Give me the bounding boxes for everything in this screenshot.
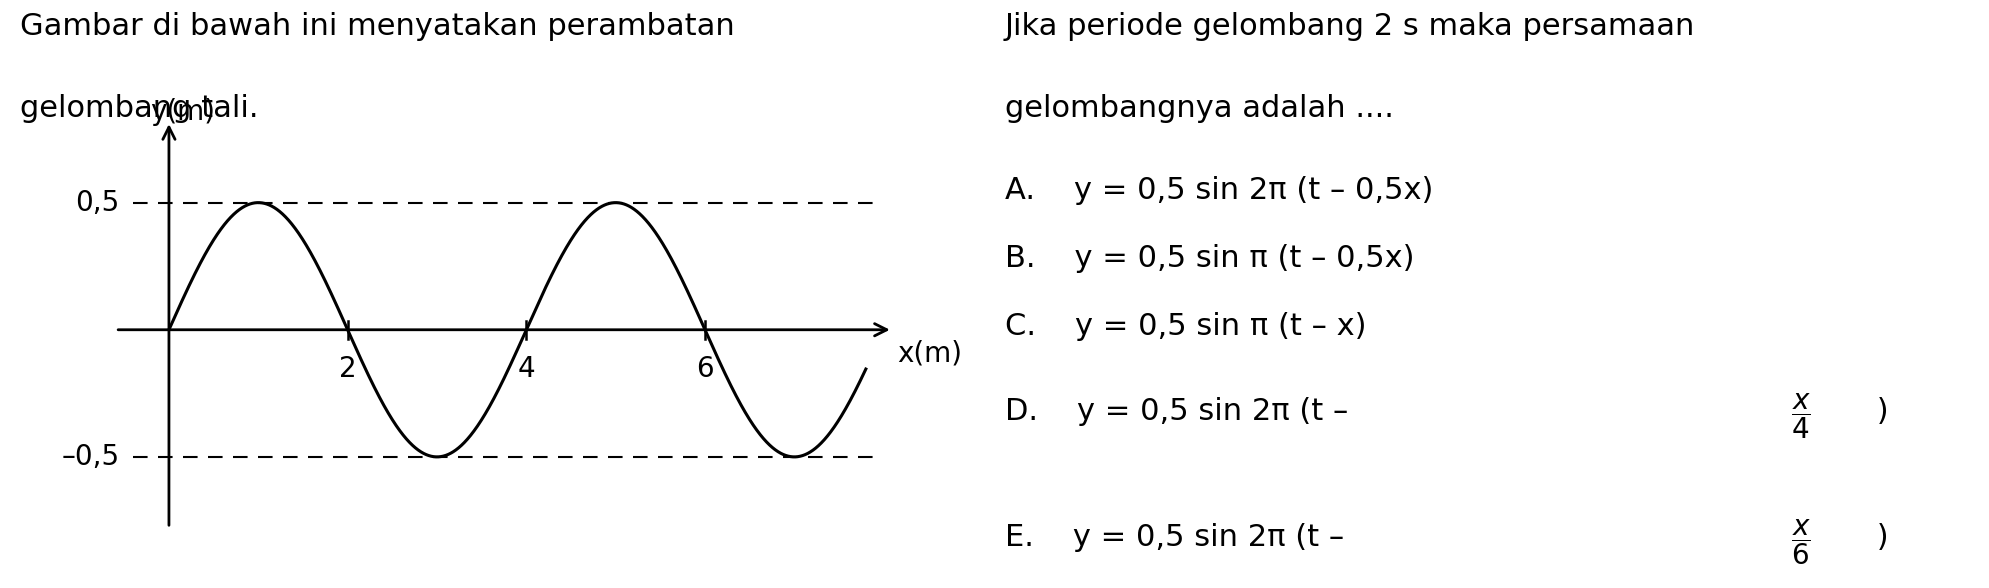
- Text: Gambar di bawah ini menyatakan perambatan: Gambar di bawah ini menyatakan perambata…: [20, 12, 734, 41]
- Text: 4: 4: [517, 355, 535, 383]
- Text: gelombang tali.: gelombang tali.: [20, 94, 259, 123]
- Text: C.    y = 0,5 sin π (t – x): C. y = 0,5 sin π (t – x): [1004, 312, 1366, 340]
- Text: x(m): x(m): [897, 340, 961, 368]
- Text: 2: 2: [338, 355, 356, 383]
- Text: A.    y = 0,5 sin 2π (t – 0,5x): A. y = 0,5 sin 2π (t – 0,5x): [1004, 176, 1432, 205]
- Text: gelombangnya adalah ....: gelombangnya adalah ....: [1004, 94, 1392, 123]
- Text: E.    y = 0,5 sin 2π (t –: E. y = 0,5 sin 2π (t –: [1004, 523, 1353, 552]
- Text: B.    y = 0,5 sin π (t – 0,5x): B. y = 0,5 sin π (t – 0,5x): [1004, 244, 1414, 273]
- Text: Jika periode gelombang 2 s maka persamaan: Jika periode gelombang 2 s maka persamaa…: [1004, 12, 1695, 41]
- Text: 0,5: 0,5: [76, 189, 119, 216]
- Text: y(m): y(m): [149, 98, 215, 126]
- Text: –0,5: –0,5: [62, 443, 119, 471]
- Text: $\dfrac{x}{4}$: $\dfrac{x}{4}$: [1790, 391, 1810, 440]
- Text: $\dfrac{x}{6}$: $\dfrac{x}{6}$: [1790, 517, 1810, 567]
- Text: ): ): [1866, 397, 1888, 426]
- Text: D.    y = 0,5 sin 2π (t –: D. y = 0,5 sin 2π (t –: [1004, 397, 1356, 426]
- Text: 6: 6: [696, 355, 714, 383]
- Text: ): ): [1866, 523, 1888, 552]
